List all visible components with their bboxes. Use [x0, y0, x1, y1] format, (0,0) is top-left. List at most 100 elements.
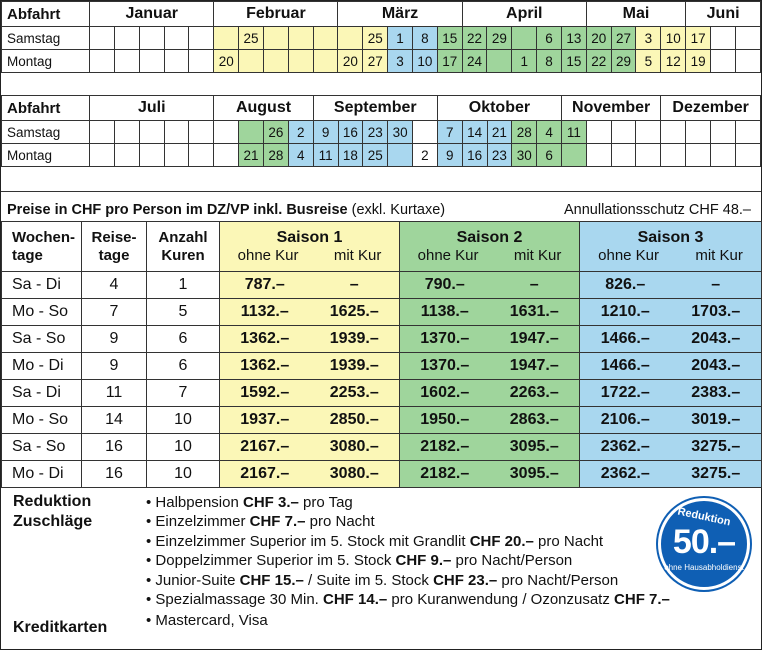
bullet: •: [146, 513, 156, 531]
price-row: Sa - So 16 10 2167.– 3080.– 2182.– 3095.– 2362.…: [1, 433, 762, 461]
date-cell: [113, 143, 140, 167]
price-with-cure: 1939.–: [329, 357, 379, 374]
price-with-cure: 3080.–: [329, 465, 379, 482]
item-text-after: pro Nacht/Person: [451, 552, 573, 570]
price-with-cure: 2850.–: [329, 411, 379, 428]
cures-cell: 10: [146, 433, 220, 461]
date-cell: [561, 143, 587, 167]
price-without-cure: 1950.–: [420, 411, 470, 428]
date-cell: [138, 49, 165, 73]
price-pair: 787.– –: [220, 276, 399, 294]
price-without-cure: 1370.–: [420, 330, 470, 347]
bullet: •: [146, 552, 156, 570]
date-cell: [89, 143, 115, 167]
weekday-label: Samstag: [0, 120, 91, 144]
item-price: CHF 9.–: [395, 552, 452, 570]
price-with-cure: 3080.–: [329, 438, 379, 455]
price-row: Mo - Di 9 6 1362.– 1939.– 1370.– 1947.– 1466.– 2…: [1, 352, 762, 380]
cards-item: • Mastercard, Visa: [146, 611, 670, 630]
month-juli: Juli: [89, 95, 215, 121]
month-oktober: Oktober: [436, 95, 563, 121]
season-price-cell: 1602.– 2263.–: [399, 379, 580, 407]
item-price-2: CHF 7.–: [614, 591, 670, 609]
days-cell: 16: [81, 433, 147, 461]
price-row: Sa - Di 4 1 787.– – 790.– – 826.– –: [1, 271, 762, 299]
date-cell: [734, 26, 762, 50]
calendar-second-half: Abfahrt Juli August September Oktober Novembe…: [0, 95, 762, 167]
item-price-2: CHF 23.–: [433, 571, 498, 589]
bullet: •: [146, 571, 156, 589]
date-cell: 12: [660, 49, 687, 73]
price-pair: 1466.– 2043.–: [580, 357, 761, 375]
price-with-cure: 2383.–: [691, 384, 741, 401]
extras-item: • Einzelzimmer CHF 7.– pro Nacht: [146, 512, 670, 531]
item-text-after: pro Tag: [298, 494, 353, 511]
month-mai: Mai: [585, 1, 687, 27]
item-text: Halbpension: [155, 494, 243, 511]
season-price-cell: 2182.– 3095.–: [399, 460, 580, 488]
price-with-cure: 2043.–: [691, 357, 741, 374]
price-with-cure: 1703.–: [691, 303, 741, 320]
price-with-cure: 3275.–: [691, 465, 741, 482]
month-februar: Februar: [213, 1, 339, 27]
date-cell: [585, 120, 612, 144]
price-pair: 1937.– 2850.–: [220, 411, 399, 429]
date-cell: [188, 143, 215, 167]
price-pair: 1950.– 2863.–: [400, 411, 579, 429]
price-pair: 1722.– 2383.–: [580, 384, 761, 402]
season-3-with: mit Kur: [695, 246, 743, 264]
date-cell: [635, 120, 662, 144]
date-cell: [238, 49, 264, 73]
date-cell: [660, 120, 687, 144]
date-cell: 30: [387, 120, 413, 144]
season-price-cell: 1138.– 1631.–: [399, 298, 580, 326]
date-cell: [163, 120, 190, 144]
price-pair: 1362.– 1939.–: [220, 330, 399, 348]
price-without-cure: 2106.–: [600, 411, 650, 428]
weekdays-cell: Mo - Di: [1, 460, 82, 488]
price-row: Mo - So 14 10 1937.– 2850.– 1950.– 2863.– 2106.…: [1, 406, 762, 434]
price-pair: 2362.– 3275.–: [580, 465, 761, 483]
weekday-label: Montag: [0, 143, 91, 167]
cures-cell: 6: [146, 352, 220, 380]
season-price-cell: 1370.– 1947.–: [399, 325, 580, 353]
month-august: August: [213, 95, 314, 121]
surcharge-label: Zuschläge: [13, 513, 93, 530]
days-cell: 16: [81, 460, 147, 488]
col-weekdays: Wochen-tageWochen-tage: [1, 221, 82, 272]
date-cell: [89, 26, 115, 50]
season-3-without: ohne Kur: [598, 246, 660, 264]
date-cell: 22: [585, 49, 612, 73]
days-cell: 4: [81, 271, 147, 299]
date-cell: [635, 143, 662, 167]
season-2-title: Saison 2: [456, 228, 523, 246]
date-cell: 25: [238, 26, 264, 50]
cures-cell: 6: [146, 325, 220, 353]
cards-value: Mastercard, Visa: [155, 612, 268, 630]
date-cell: [138, 120, 165, 144]
price-with-cure: –: [349, 276, 359, 293]
header-text-visible: Anzahl Kuren: [158, 228, 208, 264]
date-cell: [387, 143, 413, 167]
price-with-cure: 3095.–: [509, 465, 559, 482]
cures-cell: 10: [146, 460, 220, 488]
season-1-header: Saison 1 ohne Kur mit Kur: [219, 221, 400, 272]
extras-item: • Halbpension CHF 3.– pro Tag: [146, 493, 670, 512]
extras-item: • Spezialmassage 30 Min. CHF 14.– pro Ku…: [146, 590, 670, 609]
season-price-cell: 1937.– 2850.–: [219, 406, 400, 434]
days-cell: 9: [81, 352, 147, 380]
season-1-with: mit Kur: [333, 246, 382, 264]
season-price-cell: 1592.– 2253.–: [219, 379, 400, 407]
month-juni: Juni: [685, 1, 761, 27]
season-price-cell: 1722.– 2383.–: [579, 379, 762, 407]
date-cell: [287, 49, 314, 73]
date-cell: [610, 120, 637, 144]
col-cures: Anzahl KurenAnzahlKuren: [146, 221, 220, 272]
date-cell: 27: [362, 49, 389, 73]
date-cell: 25: [362, 143, 389, 167]
price-table: Wochen-tageWochen-tage Reise-tageReise-t…: [1, 221, 762, 488]
price-pair: 2167.– 3080.–: [220, 465, 399, 483]
date-cell: 24: [461, 49, 488, 73]
date-cell: [188, 120, 215, 144]
